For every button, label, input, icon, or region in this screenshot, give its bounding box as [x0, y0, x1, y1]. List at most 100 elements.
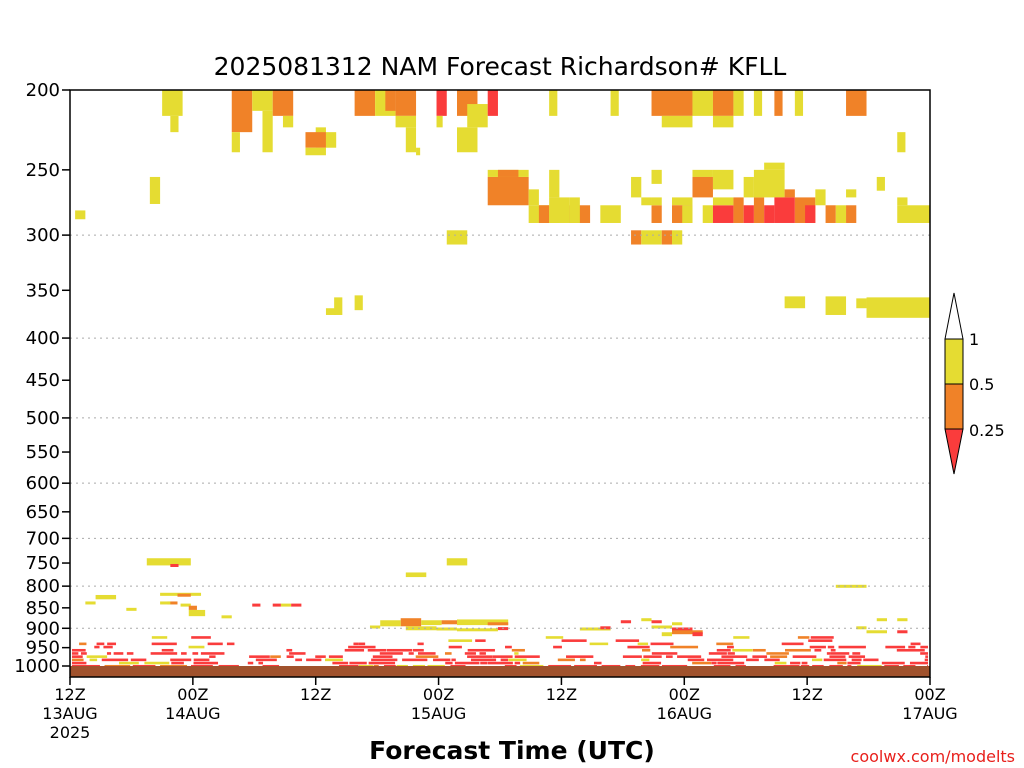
heatmap-cell [897, 132, 906, 153]
heatmap-cell [856, 626, 867, 630]
heatmap-cell [448, 645, 462, 649]
heatmap-cell [315, 655, 326, 658]
heatmap-cell [167, 601, 178, 605]
heatmap-cell [825, 296, 847, 315]
heatmap-cell [815, 189, 826, 206]
heatmap-cell [811, 658, 823, 662]
heatmap-cell [193, 658, 210, 662]
heatmap-cell [631, 230, 642, 245]
heatmap-cell [94, 645, 100, 649]
heatmap-cell [332, 661, 349, 665]
heatmap-cell [252, 90, 273, 111]
heatmap-cell [753, 169, 785, 198]
y-tick-label: 950 [26, 638, 60, 659]
grid-lines [70, 234, 930, 629]
heatmap-cell [852, 652, 861, 655]
heatmap-cell [549, 169, 560, 198]
heatmap-cell [295, 658, 303, 662]
y-tick-label: 550 [26, 442, 60, 463]
heatmap-cell [670, 645, 699, 649]
legend-swatch [944, 338, 964, 385]
heatmap-cell [433, 658, 451, 662]
heatmap-cell [692, 661, 712, 665]
legend-arrow-bottom [944, 428, 964, 475]
heatmap-cell [170, 658, 192, 662]
heatmap-cell [446, 558, 468, 566]
heatmap-cell [716, 648, 731, 652]
heatmap-cell [160, 601, 171, 605]
heatmap-cell [89, 658, 98, 662]
y-tick-label: 600 [26, 473, 60, 494]
heatmap-cell [733, 197, 744, 223]
heatmap-cell [549, 197, 570, 223]
heatmap-cell [687, 658, 705, 662]
heatmap-cell [561, 639, 587, 642]
heatmap-cell [306, 658, 322, 662]
heatmap-cell [665, 655, 673, 658]
heatmap-cell [369, 625, 381, 629]
heatmap-cell [810, 636, 834, 639]
heatmap-cell [733, 636, 750, 639]
x-tick-label: 12Z [300, 685, 331, 704]
heatmap-cell [144, 661, 170, 665]
heatmap-cell [847, 661, 861, 665]
heatmap-cell [545, 636, 564, 639]
heatmap-cell [151, 642, 177, 646]
heatmap-cell [909, 661, 928, 665]
heatmap-cell [661, 632, 672, 637]
heatmap-cell [643, 655, 662, 658]
heatmap-cell [825, 205, 836, 223]
heatmap-cell [395, 90, 417, 116]
heatmap-cell [553, 645, 562, 649]
heatmap-cell [651, 620, 662, 624]
heatmap-cell [371, 658, 398, 662]
heatmap-cell [436, 115, 443, 128]
heatmap-cell [774, 90, 783, 116]
y-tick-label: 300 [26, 225, 60, 246]
heatmap-cell [764, 205, 775, 223]
heatmap-cell [113, 652, 124, 655]
heatmap-cell [641, 658, 650, 662]
heatmap-cell [897, 630, 908, 634]
heatmap-cell [408, 652, 414, 655]
heatmap-cell [774, 197, 795, 223]
y-tick-label: 250 [26, 160, 60, 181]
heatmap-cell [334, 297, 343, 315]
heatmap-cell [770, 655, 788, 658]
heatmap-cell [826, 652, 831, 655]
heatmap-cell [766, 652, 789, 655]
heatmap-cell [353, 642, 359, 646]
heatmap-cell [514, 652, 519, 655]
heatmap-cell [457, 127, 478, 153]
heatmap-cell [487, 176, 529, 206]
heatmap-cell [354, 295, 363, 311]
x-tick-label: 00Z [914, 685, 945, 704]
heatmap-cell [72, 648, 86, 652]
heatmap-cell [702, 205, 713, 223]
x-tick-label: 00Z [669, 685, 700, 704]
heatmap-cell [784, 189, 795, 198]
heatmap-cell [126, 607, 137, 611]
heatmap-cell [706, 658, 734, 662]
y-tick-label: 800 [26, 576, 60, 597]
heatmap-cell [746, 658, 759, 662]
heatmap-cell [325, 308, 337, 315]
heatmap-cell [885, 645, 906, 649]
heatmap-cell [637, 642, 649, 646]
heatmap-cell [289, 652, 306, 655]
heatmap-cell [827, 645, 835, 649]
y-tick-label: 900 [26, 618, 60, 639]
heatmap-cell [651, 197, 662, 206]
heatmap-cell [774, 661, 787, 665]
heatmap-cell [651, 169, 662, 184]
y-tick-label: 400 [26, 328, 60, 349]
heatmap-cell [367, 648, 387, 652]
heatmap-cell [692, 176, 713, 198]
heatmap-cell [291, 603, 302, 607]
heatmap-cell [924, 658, 928, 662]
heatmap-cell [514, 655, 540, 658]
heatmap-cell [72, 652, 79, 655]
heatmap-cell [809, 645, 826, 649]
heatmap-cell [672, 230, 683, 245]
